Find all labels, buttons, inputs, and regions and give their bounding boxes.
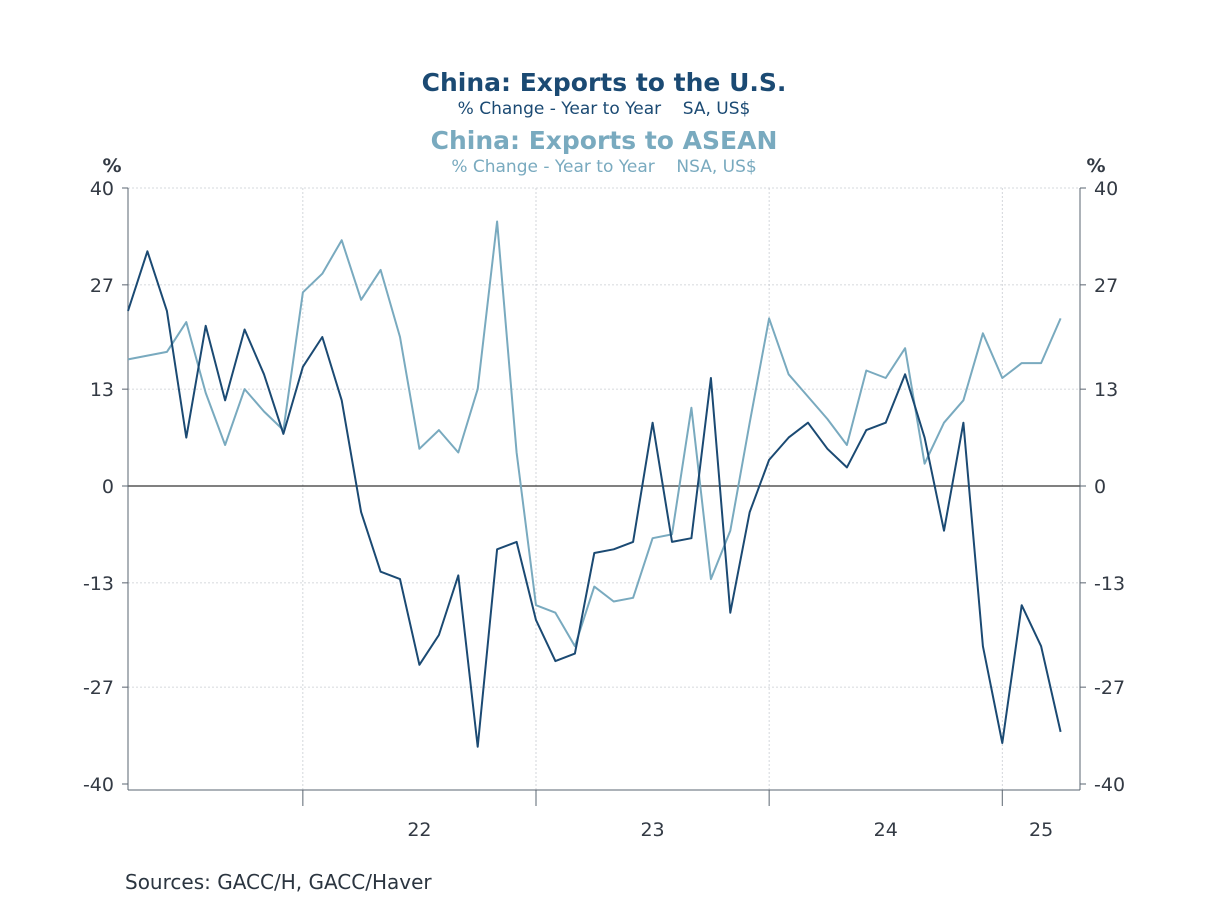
sources-note: Sources: GACC/H, GACC/Haver	[125, 870, 432, 894]
series-line-asean	[127, 220, 1062, 648]
y-tick-label-left: -27	[83, 677, 114, 699]
y-tick-label-right: 0	[1094, 476, 1106, 498]
x-tick-label: 25	[1029, 819, 1053, 841]
series-line-us	[127, 250, 1062, 748]
x-tick-label: 23	[640, 819, 664, 841]
x-tick-label: 22	[407, 819, 431, 841]
y-tick-label-right: 40	[1094, 178, 1118, 200]
title-us: China: Exports to the U.S.	[421, 68, 787, 97]
y-tick-label-left: -40	[83, 774, 114, 796]
y-tick-label-left: 27	[90, 275, 114, 297]
subtitle-us: % Change - Year to Year SA, US$	[457, 99, 751, 119]
grid-lines	[128, 187, 1080, 790]
y-tick-label-right: 13	[1094, 379, 1118, 401]
title-asean: China: Exports to ASEAN	[430, 126, 778, 155]
y-tick-label-left: 0	[102, 476, 114, 498]
y-tick-label-right: 27	[1094, 275, 1118, 297]
series-lines	[127, 220, 1062, 748]
axes: 40 40 27 27 13 13 0 0 -13 -13 -27 -27 -40 -40 22 23 24 25	[83, 178, 1125, 841]
y-tick-label-right: -13	[1094, 573, 1125, 595]
y-tick-label-left: 13	[90, 379, 114, 401]
y-tick-label-left: 40	[90, 178, 114, 200]
subtitle-asean: % Change - Year to Year NSA, US$	[451, 157, 757, 177]
y-tick-label-right: -40	[1094, 774, 1125, 796]
y-tick-label-left: -13	[83, 573, 114, 595]
x-tick-label: 24	[874, 819, 898, 841]
right-unit-label: %	[1086, 155, 1105, 177]
y-tick-label-right: -27	[1094, 677, 1125, 699]
left-unit-label: %	[102, 155, 121, 177]
chart-titles: China: Exports to the U.S. % Change - Ye…	[0, 68, 1208, 178]
